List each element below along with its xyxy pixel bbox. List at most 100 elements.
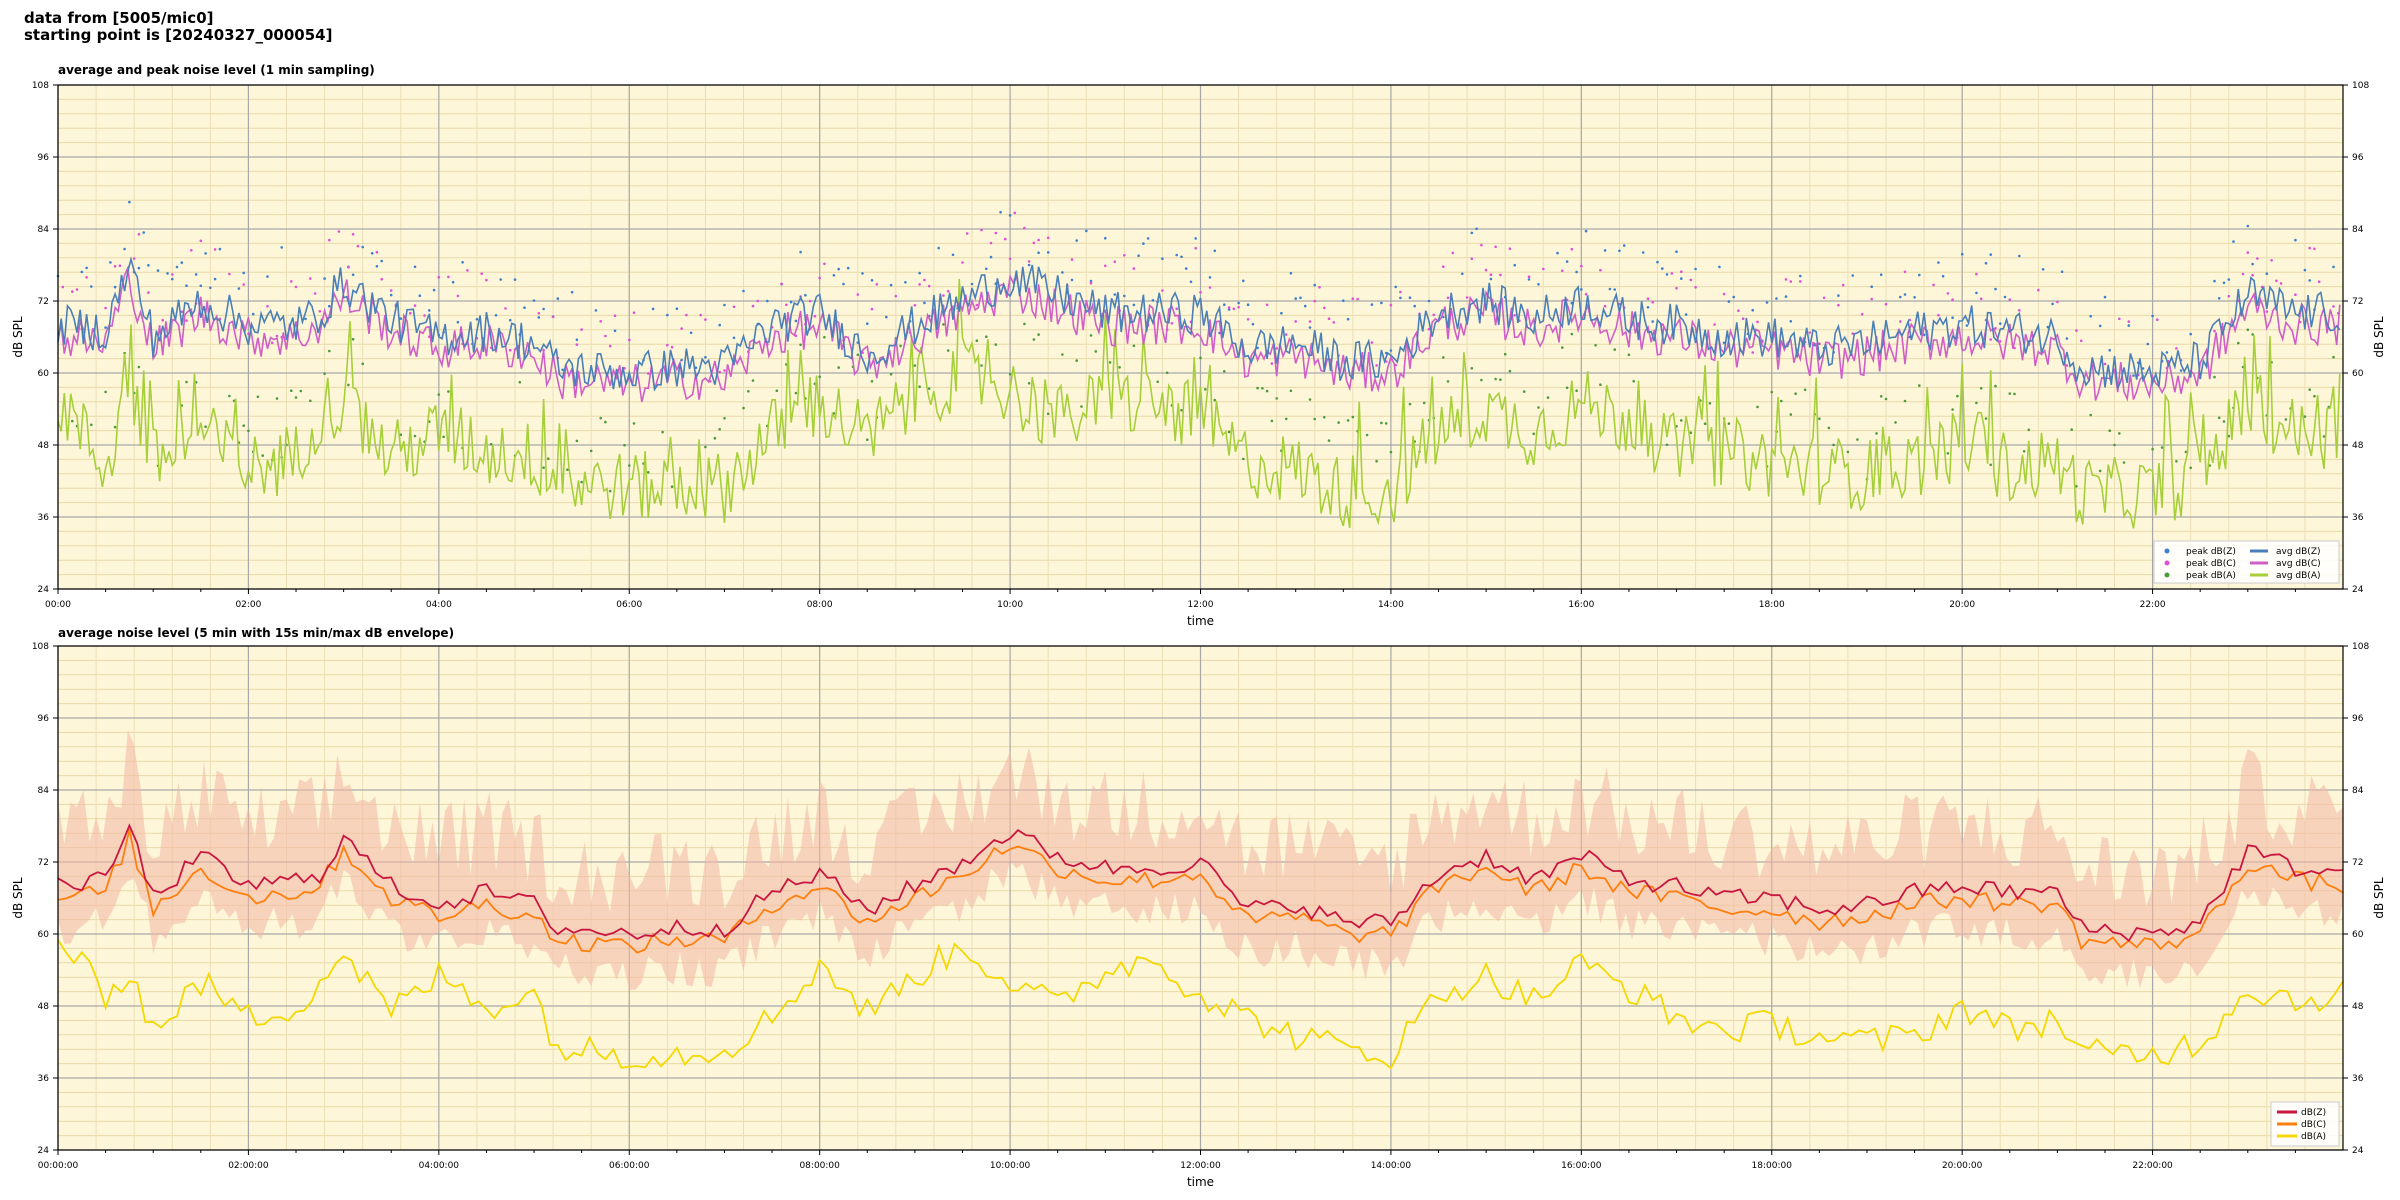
peak-point	[1951, 408, 1954, 411]
peak-point	[704, 445, 707, 449]
peak-point	[1922, 333, 1926, 337]
peak-point	[1575, 270, 1578, 274]
y-axis-label-right: dB SPL	[2372, 316, 2386, 358]
peak-point	[1327, 439, 1331, 442]
peak-point	[508, 348, 512, 352]
y-tick-label: 36	[38, 1074, 50, 1084]
peak-point	[1680, 277, 1683, 280]
peak-point	[1308, 326, 1312, 329]
legend-label: peak dB(Z)	[2186, 547, 2236, 557]
x-tick-label: 04:00:00	[419, 1161, 460, 1171]
peak-point	[1489, 273, 1493, 277]
avg-line-1	[57, 265, 2341, 403]
peak-point	[261, 454, 265, 457]
peak-point	[147, 291, 150, 294]
peak-point	[1027, 260, 1031, 263]
peak-point	[818, 276, 821, 280]
peak-point	[813, 314, 817, 318]
peak-point	[275, 334, 279, 338]
peak-point	[965, 232, 969, 235]
y-tick-label-right: 36	[2352, 1074, 2364, 1084]
y-tick-label: 108	[32, 642, 49, 652]
peak-point	[1427, 327, 1431, 331]
peak-point	[942, 294, 945, 297]
legend-label: avg dB(A)	[2276, 571, 2320, 581]
peak-point	[1046, 251, 1050, 254]
peak-point	[2317, 280, 2321, 284]
y-tick-label: 24	[38, 585, 50, 595]
peak-point	[2313, 247, 2316, 251]
peak-point	[90, 285, 93, 288]
x-tick-label: 04:00	[426, 600, 452, 610]
peak-point	[1584, 292, 1588, 296]
peak-point	[1580, 264, 1583, 268]
peak-point	[2098, 324, 2102, 328]
peak-point	[742, 289, 745, 293]
peak-point	[1161, 289, 1164, 292]
peak-point	[1989, 253, 1992, 256]
y-tick-label: 60	[38, 930, 50, 940]
peak-point	[1556, 251, 1559, 255]
peak-point	[913, 304, 917, 307]
peak-point	[794, 334, 798, 338]
peak-point	[1389, 450, 1393, 454]
peak-point	[1561, 269, 1564, 273]
peak-point	[428, 309, 431, 312]
peak-point	[985, 267, 988, 271]
peak-point	[61, 285, 65, 289]
y-axis-label: dB SPL	[11, 316, 25, 358]
panel-1: 24 24 36 36 48 48 60 60 72 72 84 84 96 96 108 108 00:00 0…	[11, 81, 2386, 628]
peak-point	[794, 391, 798, 395]
peak-point	[113, 425, 117, 429]
peak-point	[1989, 463, 1992, 467]
peak-point	[2079, 339, 2083, 343]
peak-point	[680, 358, 683, 362]
peak-point	[2008, 392, 2012, 395]
peak-point	[2056, 300, 2059, 304]
peak-point	[1784, 278, 1788, 281]
peak-point	[1751, 351, 1754, 354]
peak-point	[1170, 322, 1174, 325]
peak-point	[2108, 429, 2111, 433]
peak-point	[199, 239, 203, 243]
peak-point	[2265, 310, 2269, 313]
peak-point	[1284, 333, 1288, 336]
peak-point	[1575, 389, 1578, 393]
peak-point	[1918, 384, 1921, 387]
x-tick-label: 02:00	[235, 600, 261, 610]
x-tick-label: 08:00	[807, 600, 833, 610]
peak-point	[1475, 227, 1478, 231]
peak-point	[1246, 318, 1250, 321]
peak-point	[2217, 297, 2221, 300]
y-tick-label: 48	[38, 1002, 50, 1012]
peak-point	[1175, 253, 1178, 257]
peak-point	[1061, 353, 1064, 356]
peak-point	[2003, 295, 2007, 299]
peak-point	[1513, 263, 1516, 267]
peak-point	[1503, 352, 1507, 356]
peak-point	[166, 272, 169, 275]
peak-point	[566, 468, 569, 472]
peak-point	[628, 464, 631, 467]
peak-point	[356, 244, 360, 248]
peak-point	[575, 343, 579, 346]
peak-point	[2075, 329, 2078, 332]
peak-point	[1227, 308, 1231, 311]
peak-point	[1799, 274, 1802, 278]
peak-point	[604, 420, 607, 424]
peak-point	[842, 282, 845, 286]
peak-point	[1527, 278, 1531, 281]
peak-point	[237, 287, 241, 290]
peak-point	[1594, 344, 1597, 347]
x-tick-label: 20:00	[1949, 600, 1975, 610]
peak-point	[837, 366, 840, 369]
peak-point	[2213, 375, 2216, 379]
peak-point	[946, 349, 950, 352]
peak-point	[1332, 321, 1336, 324]
peak-point	[1884, 302, 1888, 306]
peak-point	[1803, 388, 1807, 392]
peak-point	[1670, 272, 1674, 275]
peak-point	[1570, 332, 1574, 336]
peak-point	[1494, 245, 1497, 249]
peak-point	[2065, 364, 2069, 367]
